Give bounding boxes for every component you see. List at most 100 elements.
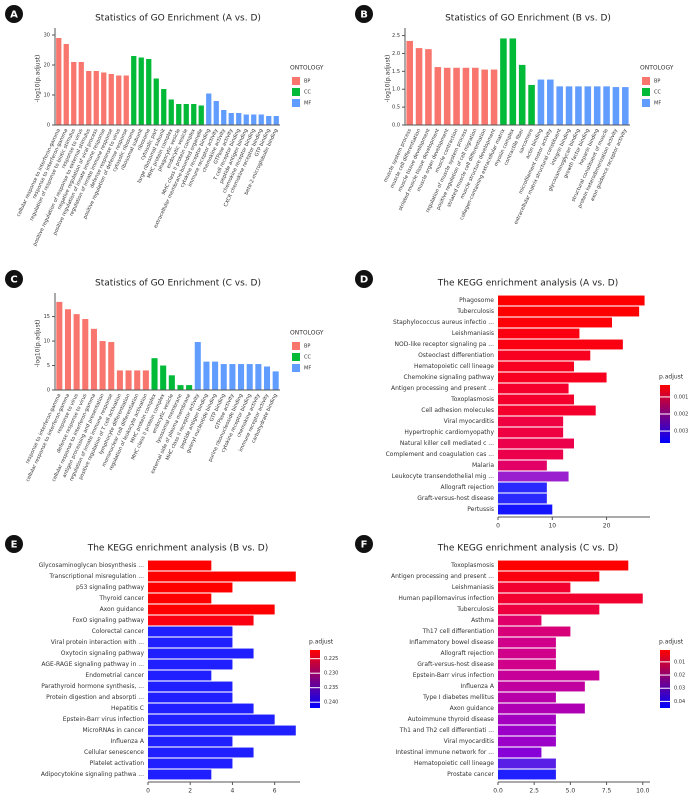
y-tick-label: Platelet activation — [90, 760, 145, 767]
bar — [603, 86, 610, 125]
bar — [148, 747, 254, 758]
y-tick-label: Allograft rejection — [440, 484, 494, 491]
bar — [453, 67, 460, 125]
bar — [82, 319, 89, 390]
bar — [537, 79, 545, 125]
y-tick-label: Antigen processing and present ... — [391, 385, 494, 392]
bar — [148, 571, 296, 582]
legend-label: BP — [304, 344, 310, 350]
bar — [415, 48, 423, 125]
panel-badge — [5, 5, 23, 23]
bar — [556, 86, 563, 125]
bar — [273, 116, 279, 125]
bar — [498, 615, 542, 626]
bar — [518, 64, 526, 125]
bar — [148, 681, 233, 692]
y-tick-label: Th1 and Th2 cell differentiati ... — [399, 727, 494, 734]
bar — [593, 86, 601, 125]
panel: F The KEGG enrichment analysis (C vs. D) T… — [355, 535, 685, 795]
bar — [64, 309, 72, 390]
bar — [101, 72, 107, 125]
bar — [131, 56, 137, 125]
x-tick-label: 20 — [603, 523, 611, 530]
bar — [406, 40, 413, 125]
panel: C Statistics of GO Enrichment (C vs. D) 0 5… — [5, 270, 324, 483]
bar — [498, 637, 556, 648]
bar — [229, 364, 236, 390]
bar — [266, 116, 272, 125]
y-tick-label: Graft-versus-host disease — [417, 495, 494, 502]
bar — [108, 74, 114, 125]
colorbar-label: 0.03 — [674, 686, 685, 692]
legend-label: BP — [304, 79, 310, 85]
y-tick-label: Leishmaniasis — [452, 584, 494, 591]
y-tick-label: 1.0 — [392, 87, 400, 93]
chart-title: The KEGG enrichment analysis (B vs. D) — [87, 544, 269, 554]
y-tick-label: Graft-versus-host disease — [417, 661, 494, 668]
bar — [498, 758, 556, 769]
bar — [148, 725, 296, 736]
panel-label: A — [10, 10, 18, 21]
bar — [498, 471, 569, 482]
colorbar-label: 0.240 — [324, 700, 338, 706]
y-tick-label: Influenza A — [111, 738, 145, 745]
y-tick-label: 10 — [44, 339, 50, 345]
chart-title: Statistics of GO Enrichment (B vs. D) — [445, 14, 611, 24]
bar — [78, 62, 84, 125]
y-tick-label: 2.0 — [392, 51, 400, 57]
colorbar-label: 0.003 — [674, 429, 688, 435]
bar — [498, 394, 574, 405]
x-tick-label: 7.5 — [602, 788, 612, 795]
bar — [565, 86, 573, 125]
bar — [443, 67, 451, 125]
y-tick-label: Chemokine signaling pathway — [404, 374, 495, 381]
bar — [148, 637, 233, 648]
bar — [148, 692, 233, 703]
y-tick-label: Glycosaminoglycan biosynthesis ... — [39, 562, 144, 569]
y-tick-label: Intestinal immune network for ... — [395, 749, 494, 756]
y-tick-label: AGE-RAGE signaling pathway in ... — [41, 661, 144, 668]
panel: E The KEGG enrichment analysis (B vs. D) G… — [5, 535, 338, 795]
bar — [498, 593, 643, 604]
chart-title: Statistics of GO Enrichment (A vs. D) — [95, 14, 261, 24]
y-tick-label: Hepatitis C — [111, 705, 144, 712]
y-tick-label: Influenza A — [461, 683, 495, 690]
bar — [481, 69, 488, 125]
panel-badge — [355, 270, 373, 288]
bar — [498, 383, 569, 394]
y-tick-label: Toxoplasmosis — [450, 562, 494, 569]
bar — [146, 59, 152, 125]
panel: D The KEGG enrichment analysis (A vs. D) P… — [355, 270, 688, 530]
y-tick-label: 5 — [47, 363, 50, 369]
bar — [212, 361, 219, 390]
bar — [498, 725, 556, 736]
y-tick-label: Tuberculosis — [456, 308, 494, 315]
x-tick-label: 0 — [146, 788, 150, 795]
bar — [498, 438, 574, 449]
y-tick-label: Th17 cell differentiation — [421, 628, 494, 635]
bar — [272, 371, 279, 390]
bar — [498, 295, 645, 306]
legend-swatch — [292, 77, 300, 85]
bar — [148, 670, 212, 681]
x-tick-label: 10 — [548, 523, 556, 530]
y-tick-label: Thyroid cancer — [98, 595, 144, 602]
colorbar-label: 0.230 — [324, 671, 338, 677]
legend-swatch — [642, 99, 650, 107]
legend-label: MF — [304, 366, 311, 372]
y-tick-label: 30 — [44, 33, 50, 39]
bar — [498, 582, 571, 593]
bar — [148, 604, 275, 615]
bar — [251, 114, 257, 125]
bar — [498, 427, 564, 438]
bar — [498, 714, 556, 725]
bar — [498, 747, 542, 758]
legend-label: CC — [304, 355, 311, 361]
y-tick-label: Epstein-Barr virus infection — [63, 716, 145, 723]
y-tick-label: 0.5 — [392, 105, 400, 111]
bar — [220, 364, 227, 390]
y-tick-label: Complement and coagulation cas ... — [386, 451, 494, 458]
bar — [498, 670, 600, 681]
legend-title: p.adjust — [659, 639, 684, 646]
bar — [255, 364, 262, 390]
